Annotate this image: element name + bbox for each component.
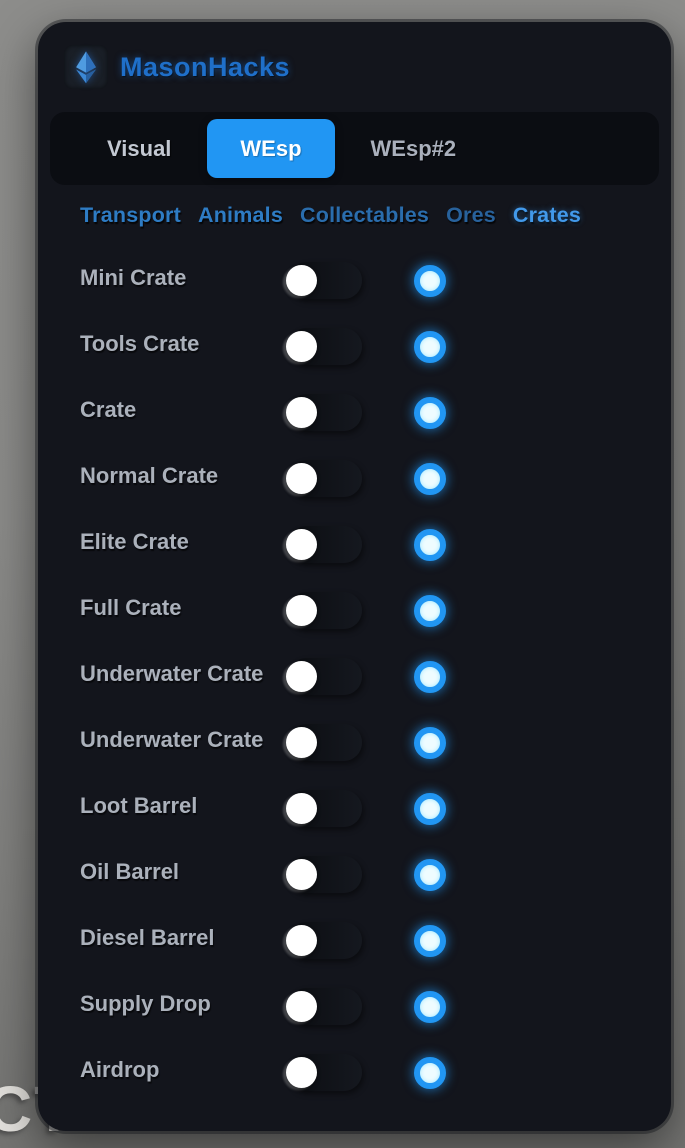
esp-item-row: Crate	[38, 380, 671, 446]
esp-item-color-picker[interactable]	[414, 661, 446, 693]
esp-item-row: Loot Barrel	[38, 776, 671, 842]
toggle-knob	[286, 1057, 317, 1088]
toggle-knob	[286, 793, 317, 824]
esp-item-color-picker[interactable]	[414, 265, 446, 297]
menu-header: MasonHacks	[64, 44, 290, 90]
esp-item-toggle[interactable]	[286, 526, 362, 563]
esp-item-toggle[interactable]	[286, 724, 362, 761]
esp-item-color-picker[interactable]	[414, 925, 446, 957]
esp-item-color-picker[interactable]	[414, 529, 446, 561]
esp-item-toggle[interactable]	[286, 922, 362, 959]
toggle-knob	[286, 397, 317, 428]
esp-item-toggle[interactable]	[286, 988, 362, 1025]
esp-item-label: Diesel Barrel	[80, 925, 215, 951]
esp-item-color-picker[interactable]	[414, 397, 446, 429]
esp-item-label: Oil Barrel	[80, 859, 180, 885]
esp-item-row: Mini Crate	[38, 248, 671, 314]
app-logo	[64, 45, 108, 89]
tab-wesp[interactable]: WEsp	[207, 119, 335, 178]
esp-item-toggle[interactable]	[286, 394, 362, 431]
esp-item-row: Airdrop	[38, 1040, 671, 1106]
esp-item-color-picker[interactable]	[414, 793, 446, 825]
esp-item-label: Crate	[80, 397, 137, 423]
esp-item-row: Diesel Barrel	[38, 908, 671, 974]
gem-icon	[76, 51, 96, 84]
esp-item-row: Underwater Crate	[38, 644, 671, 710]
esp-item-label: Underwater Crate	[80, 661, 264, 687]
cheat-menu-window: MasonHacks Visual WEsp WEsp#2 Transport …	[38, 22, 671, 1131]
subtab-collectables[interactable]: Collectables	[300, 203, 430, 227]
esp-item-row: Oil Barrel	[38, 842, 671, 908]
esp-item-row: Tools Crate	[38, 314, 671, 380]
esp-item-toggle[interactable]	[286, 262, 362, 299]
subtab-ores[interactable]: Ores	[446, 203, 496, 227]
esp-item-label: Normal Crate	[80, 463, 219, 489]
esp-item-toggle[interactable]	[286, 1054, 362, 1091]
esp-item-color-picker[interactable]	[414, 859, 446, 891]
esp-item-label: Loot Barrel	[80, 793, 198, 819]
esp-item-toggle[interactable]	[286, 328, 362, 365]
toggle-knob	[286, 265, 317, 296]
toggle-knob	[286, 331, 317, 362]
subtab-animals[interactable]: Animals	[197, 203, 284, 227]
subtab-transport[interactable]: Transport	[80, 203, 181, 227]
toggle-knob	[286, 925, 317, 956]
toggle-knob	[286, 661, 317, 692]
tab-wesp2[interactable]: WEsp#2	[370, 135, 457, 161]
esp-item-label: Mini Crate	[80, 265, 187, 291]
category-nav: Transport Animals Collectables Ores Crat…	[80, 203, 581, 228]
esp-item-row: Normal Crate	[38, 446, 671, 512]
toggle-knob	[286, 727, 317, 758]
toggle-knob	[286, 991, 317, 1022]
esp-item-toggle[interactable]	[286, 658, 362, 695]
esp-item-row: Underwater Crate	[38, 710, 671, 776]
esp-item-color-picker[interactable]	[414, 595, 446, 627]
esp-item-color-picker[interactable]	[414, 1057, 446, 1089]
main-tab-bar: Visual WEsp WEsp#2	[50, 112, 659, 185]
esp-item-color-picker[interactable]	[414, 463, 446, 495]
esp-item-row: Supply Drop	[38, 974, 671, 1040]
esp-item-row: Full Crate	[38, 578, 671, 644]
esp-item-label: Tools Crate	[80, 331, 200, 357]
esp-item-color-picker[interactable]	[414, 991, 446, 1023]
esp-item-row: Elite Crate	[38, 512, 671, 578]
tab-visual[interactable]: Visual	[107, 135, 172, 161]
esp-item-color-picker[interactable]	[414, 727, 446, 759]
esp-item-color-picker[interactable]	[414, 331, 446, 363]
esp-item-toggle[interactable]	[286, 856, 362, 893]
esp-item-label: Elite Crate	[80, 529, 189, 555]
toggle-knob	[286, 859, 317, 890]
subtab-crates[interactable]: Crates	[512, 203, 582, 227]
esp-item-list: Mini Crate Tools Crate Crate Normal Crat…	[38, 248, 671, 1106]
esp-item-toggle[interactable]	[286, 790, 362, 827]
app-title: MasonHacks	[120, 51, 291, 82]
toggle-knob	[286, 463, 317, 494]
esp-item-label: Supply Drop	[80, 991, 211, 1017]
toggle-knob	[286, 595, 317, 626]
esp-item-toggle[interactable]	[286, 460, 362, 497]
esp-item-label: Underwater Crate	[80, 727, 264, 753]
esp-item-toggle[interactable]	[286, 592, 362, 629]
toggle-knob	[286, 529, 317, 560]
esp-item-label: Airdrop	[80, 1057, 160, 1083]
esp-item-label: Full Crate	[80, 595, 182, 621]
